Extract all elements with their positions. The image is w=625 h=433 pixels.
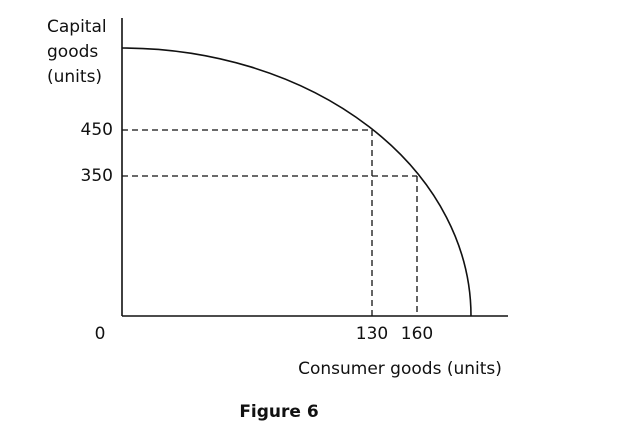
y-axis-label: Capital bbox=[47, 17, 107, 37]
ppf-curve bbox=[121, 47, 472, 317]
x-label: 130 bbox=[356, 324, 388, 344]
x-label: 160 bbox=[401, 324, 433, 344]
y-axis-label: (units) bbox=[47, 67, 102, 87]
caption: Figure 6 bbox=[239, 402, 318, 422]
x-axis-label: Consumer goods (units) bbox=[298, 359, 502, 379]
y-axis-label: goods bbox=[47, 42, 98, 62]
y-label: 350 bbox=[81, 166, 113, 186]
origin-label: 0 bbox=[95, 324, 106, 344]
y-label: 450 bbox=[81, 120, 113, 140]
